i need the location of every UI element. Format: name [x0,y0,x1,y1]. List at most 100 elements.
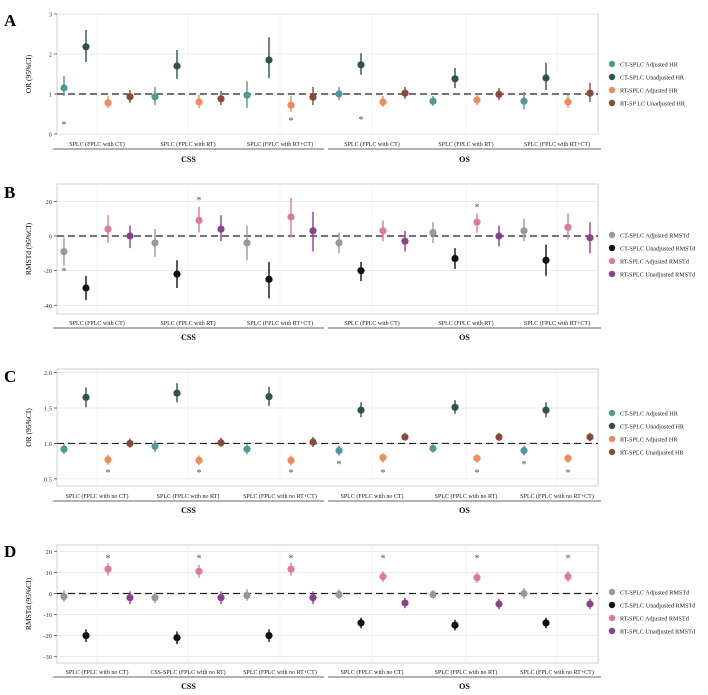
x-tick-label: SPLC (FPLC with RT) [160,320,215,327]
y-axis-label: RMSTd (95%CI) [24,222,33,275]
data-point [309,438,317,446]
data-point [287,565,295,573]
data-point [335,446,343,455]
data-point [357,619,365,627]
y-tick-label: -10 [43,612,52,619]
legend-label: RT-SPLC Adjusted HR [620,88,678,95]
panel-letter: B [4,183,15,202]
data-point [217,95,225,103]
group-label: OS [459,506,470,515]
data-point [586,433,594,441]
x-tick-label: CSS-SPLC (FPLC with no RT) [150,669,225,676]
data-point [564,573,572,581]
data-point [217,225,225,233]
x-tick-label: SPLC (FPLC with RT+CT) [247,141,313,148]
data-point [542,406,550,414]
data-point [379,227,387,235]
significance-label: * [62,267,67,278]
data-point [173,62,181,70]
data-point [309,594,317,602]
data-point [173,634,181,642]
data-point [451,403,459,411]
significance-label: * [522,459,527,470]
data-point [243,239,251,247]
data-point [126,93,134,101]
data-point [542,256,550,264]
data-point [473,218,481,226]
data-point [309,93,317,101]
panel-letter: D [4,542,16,561]
x-tick-label: SPLC (FPLC with no RT) [435,493,498,500]
data-point [451,621,459,629]
significance-label: * [289,554,294,565]
y-tick-label: 2 [49,52,52,59]
x-tick-label: SPLC (FPLC with no RT+CT) [520,669,594,676]
data-point [60,84,68,92]
data-point [586,234,594,242]
data-point [429,228,437,237]
group-label: OS [459,682,470,691]
data-point [586,89,594,97]
data-point [243,445,251,453]
data-point [265,632,273,640]
plot-frame [56,183,599,315]
x-tick-label: SPLC (FPLC with CT) [344,320,400,327]
y-tick-label: 20 [46,199,53,206]
data-point [429,444,437,453]
legend-label: RT-SPLC Unadjusted HR [620,450,685,457]
data-point [520,446,528,455]
y-tick-label: 1.5 [44,406,52,413]
data-point [104,225,112,233]
x-tick-label: SPLC (FPLC with no RT+CT) [520,493,594,500]
data-point [217,439,225,447]
legend-swatch [608,73,616,81]
data-point [520,589,528,598]
plot-frame [56,544,599,664]
y-tick-label: -40 [43,303,52,310]
y-tick-label: 20 [46,549,53,556]
data-point [151,442,159,450]
y-tick-label: 0 [49,132,52,139]
data-point [564,98,572,106]
panel-b: B -40 -20 0 20 RMSTd (95%CI) * * * SPLC (FPLC wit… [4,183,696,342]
y-axis-label: RMSTd (95%CI) [24,577,33,630]
significance-label: * [197,468,202,479]
data-point [195,456,203,465]
data-point [104,456,112,464]
legend-swatch [608,448,616,456]
x-tick-label: SPLC (FPLC with no CT) [65,669,128,676]
group-label: CSS [181,155,196,164]
significance-label: * [381,554,386,565]
data-point [287,456,295,465]
data-point [495,90,503,98]
data-point [126,439,134,448]
significance-label: * [106,468,111,479]
data-point [429,590,437,599]
data-point [401,89,409,97]
data-point [401,433,409,441]
legend-label: RT-SPLC Adjusted RMSTd [620,259,690,266]
legend-label: CT-SPLC Adjusted RMSTd [620,590,690,597]
legend-label: CT-SPLC Unadjusted RMSTd [620,603,696,610]
plot-frame [56,368,599,487]
legend-swatch [608,244,616,252]
panel-letter: A [4,11,17,30]
y-tick-label: 0 [49,234,52,241]
data-point [82,393,90,401]
legend-swatch [608,257,616,265]
data-point [60,593,68,601]
legend-swatch [608,231,616,239]
data-point [564,454,572,462]
y-axis-label: OR (95%CI) [24,54,33,93]
significance-label: * [566,554,571,565]
legend-label: RT-SPLC Unadjusted RMSTd [620,629,696,636]
x-tick-label: SPLC (FPLC with RT) [438,141,493,148]
y-tick-label: 0 [49,591,52,598]
x-tick-label: SPLC (FPLC with no CT) [340,669,403,676]
x-tick-label: SPLC (FPLC with RT) [438,320,493,327]
data-point [520,97,528,105]
data-point [82,632,90,640]
x-tick-label: SPLC (FPLC with RT+CT) [524,320,590,327]
significance-label: * [359,115,364,126]
significance-label: * [106,554,111,565]
